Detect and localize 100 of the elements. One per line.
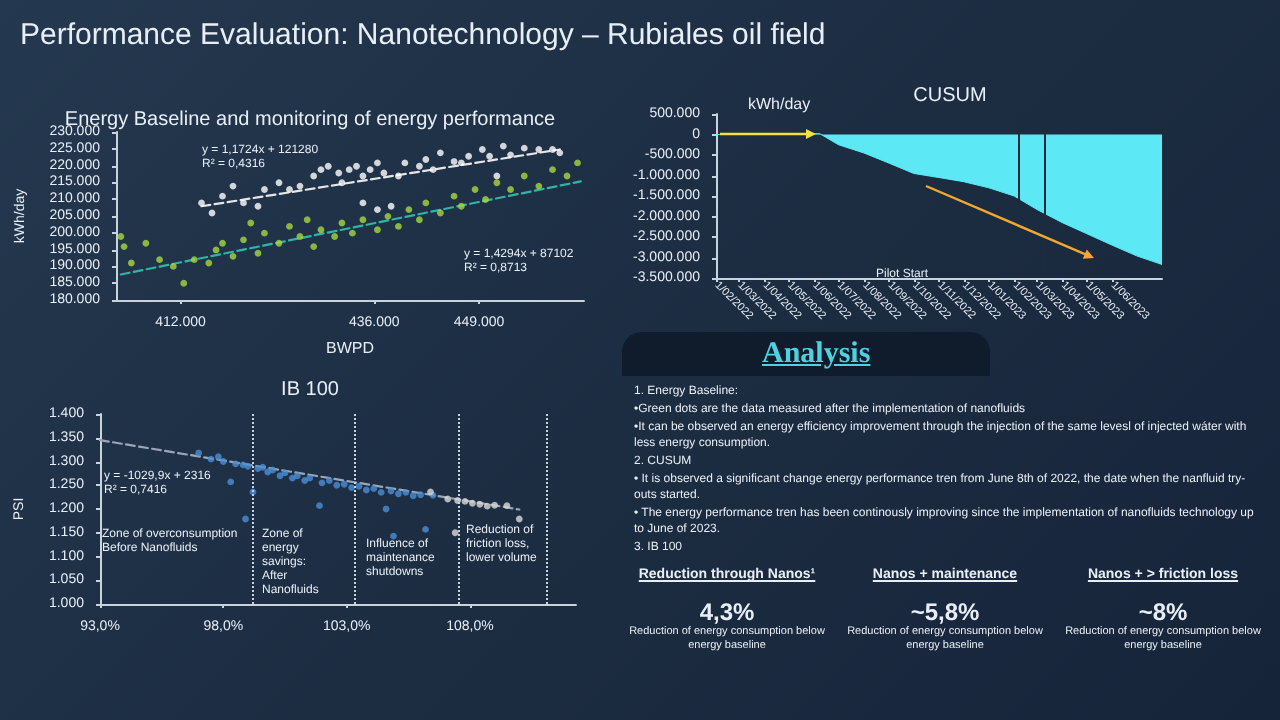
point (345, 166, 353, 174)
point (214, 453, 222, 461)
point (333, 481, 341, 489)
point (325, 477, 333, 484)
point (476, 500, 484, 508)
point (556, 149, 564, 157)
point (402, 488, 410, 496)
point (465, 152, 473, 160)
point (219, 239, 226, 247)
point (242, 515, 249, 523)
point (142, 239, 150, 247)
point (117, 233, 125, 240)
point (261, 186, 268, 193)
point (198, 199, 205, 207)
point (535, 146, 543, 153)
text: 4,3% (697, 598, 757, 626)
point (286, 223, 293, 230)
point (240, 236, 247, 244)
point (366, 166, 374, 174)
point (247, 219, 255, 227)
point (349, 229, 356, 237)
point (374, 226, 381, 234)
chart-title: IB 100 (281, 379, 340, 401)
point (318, 479, 326, 487)
text: ~8% (1136, 598, 1190, 626)
point (120, 243, 128, 250)
point (486, 152, 493, 160)
point (450, 158, 458, 165)
point (261, 229, 268, 237)
point (436, 209, 444, 217)
point (507, 186, 514, 193)
text: ~5,8% (908, 598, 982, 626)
point (259, 463, 267, 471)
point (348, 484, 355, 492)
point (429, 166, 437, 174)
point (335, 169, 343, 177)
point (331, 233, 339, 240)
x-axis-title: BWPD (326, 338, 375, 357)
text: Analysis (762, 338, 871, 370)
point (359, 216, 367, 224)
point (451, 529, 459, 537)
point (254, 202, 262, 210)
point (180, 279, 188, 287)
point (370, 485, 378, 492)
point (478, 146, 486, 153)
point (444, 495, 452, 503)
point (503, 502, 511, 510)
point (457, 202, 465, 210)
point (416, 216, 423, 224)
point (520, 172, 528, 180)
point (353, 162, 360, 170)
point (127, 259, 135, 267)
point (254, 249, 262, 257)
point (240, 199, 247, 207)
point (355, 482, 363, 490)
point (275, 179, 283, 187)
chart-title: CUSUM (913, 85, 987, 107)
point (317, 166, 325, 174)
point (520, 144, 528, 152)
point (303, 216, 311, 224)
point (195, 449, 203, 457)
point (219, 192, 226, 200)
point (395, 172, 402, 180)
point (229, 252, 237, 260)
point (219, 458, 227, 465)
point (515, 515, 523, 523)
point (377, 488, 385, 496)
point (549, 146, 556, 153)
point (384, 212, 392, 220)
point (416, 162, 423, 170)
point (276, 472, 284, 480)
point (293, 472, 301, 480)
point (491, 501, 499, 509)
point (275, 239, 283, 247)
point (286, 186, 293, 193)
point (340, 480, 348, 488)
point (169, 263, 177, 270)
y-axis-title: kWh/day (748, 95, 811, 113)
point (338, 179, 346, 187)
text: Performance Evaluation: Nanotechnology – Rubiales oil field (20, 18, 826, 52)
point (493, 179, 501, 187)
point (296, 233, 304, 240)
point (310, 243, 318, 250)
point (422, 156, 430, 163)
point (156, 256, 163, 264)
point (317, 226, 325, 234)
point (417, 491, 425, 499)
point (549, 166, 556, 174)
point (395, 490, 402, 498)
point (374, 159, 381, 167)
point (324, 162, 332, 170)
point (469, 499, 476, 507)
point (450, 192, 458, 200)
point (244, 462, 252, 470)
point (471, 186, 479, 193)
point (507, 151, 514, 159)
point (374, 206, 381, 214)
point (316, 502, 323, 510)
point (387, 202, 395, 210)
point (457, 159, 465, 167)
